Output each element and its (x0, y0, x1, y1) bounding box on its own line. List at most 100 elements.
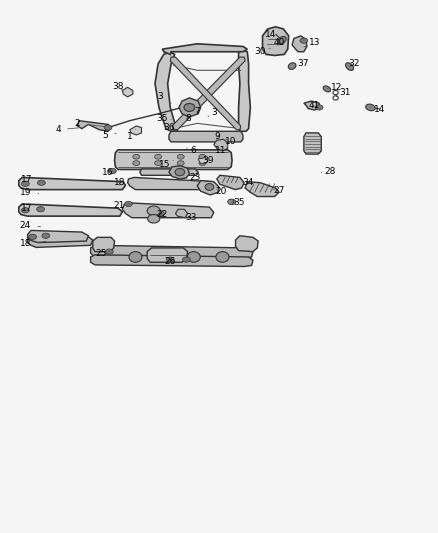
Text: 19: 19 (20, 188, 39, 197)
Polygon shape (169, 166, 189, 179)
Text: 33: 33 (185, 213, 197, 222)
Polygon shape (217, 175, 244, 190)
Text: 32: 32 (348, 60, 360, 68)
Ellipse shape (177, 155, 184, 159)
Ellipse shape (288, 63, 296, 69)
Text: 31: 31 (336, 88, 351, 97)
Polygon shape (239, 50, 251, 131)
Ellipse shape (216, 252, 229, 262)
Ellipse shape (106, 249, 113, 254)
Text: 14: 14 (371, 104, 386, 114)
Ellipse shape (346, 63, 353, 70)
Polygon shape (130, 126, 141, 135)
Ellipse shape (38, 180, 46, 185)
Text: 26: 26 (165, 257, 176, 265)
Text: 38: 38 (112, 82, 124, 91)
Text: 17: 17 (21, 174, 40, 183)
Ellipse shape (124, 201, 132, 207)
Text: 41: 41 (308, 101, 320, 110)
Ellipse shape (42, 233, 49, 238)
Text: 11: 11 (215, 147, 226, 156)
Ellipse shape (205, 183, 214, 190)
Text: 2: 2 (75, 119, 105, 128)
Polygon shape (162, 44, 247, 54)
Ellipse shape (278, 36, 286, 44)
Ellipse shape (147, 206, 160, 216)
Text: 8: 8 (186, 114, 193, 123)
Text: 18: 18 (114, 178, 126, 187)
Polygon shape (127, 177, 217, 190)
Text: 3: 3 (157, 92, 171, 103)
Ellipse shape (333, 91, 338, 95)
Text: 15: 15 (159, 160, 173, 168)
Text: 30: 30 (254, 47, 270, 56)
Ellipse shape (129, 252, 142, 262)
Ellipse shape (323, 86, 331, 92)
Ellipse shape (228, 199, 234, 205)
Polygon shape (170, 57, 241, 130)
Text: 28: 28 (321, 166, 336, 175)
Polygon shape (78, 120, 111, 131)
Ellipse shape (148, 215, 160, 223)
Text: 3: 3 (208, 108, 218, 117)
Ellipse shape (315, 105, 323, 110)
Text: 6: 6 (187, 147, 196, 156)
Ellipse shape (109, 168, 116, 174)
Text: 35: 35 (232, 198, 244, 207)
Polygon shape (197, 181, 219, 195)
Text: 22: 22 (156, 210, 167, 219)
Text: 7: 7 (194, 107, 200, 116)
Ellipse shape (155, 161, 162, 165)
Ellipse shape (104, 125, 112, 130)
Text: 4: 4 (55, 125, 79, 134)
Text: 25: 25 (95, 249, 110, 258)
Text: 13: 13 (304, 38, 321, 47)
Ellipse shape (158, 252, 171, 262)
Ellipse shape (228, 199, 236, 205)
Polygon shape (214, 139, 228, 151)
Polygon shape (262, 27, 289, 55)
Polygon shape (304, 101, 320, 110)
Text: 9: 9 (215, 132, 221, 141)
Ellipse shape (183, 257, 190, 262)
Text: 27: 27 (273, 186, 285, 195)
Text: 18: 18 (20, 239, 46, 248)
Text: 20: 20 (215, 187, 227, 196)
Ellipse shape (177, 161, 184, 165)
Text: 40: 40 (273, 38, 285, 47)
Text: 14: 14 (265, 30, 279, 39)
Text: 34: 34 (243, 178, 254, 187)
Polygon shape (179, 98, 201, 117)
Text: 23: 23 (189, 173, 201, 182)
Polygon shape (147, 248, 187, 262)
Text: 17: 17 (21, 204, 41, 213)
Polygon shape (169, 131, 243, 142)
Polygon shape (19, 177, 125, 190)
Polygon shape (304, 133, 321, 154)
Polygon shape (122, 203, 214, 217)
Ellipse shape (187, 252, 200, 262)
Text: 1: 1 (127, 130, 135, 141)
Ellipse shape (366, 104, 375, 111)
Ellipse shape (199, 161, 206, 165)
Polygon shape (19, 204, 122, 216)
Polygon shape (28, 235, 93, 247)
Text: 5: 5 (102, 131, 116, 140)
Polygon shape (155, 52, 178, 131)
Text: 36: 36 (163, 123, 175, 132)
Ellipse shape (155, 155, 162, 159)
Ellipse shape (156, 211, 164, 216)
Polygon shape (198, 158, 208, 164)
Polygon shape (172, 57, 245, 130)
Ellipse shape (333, 96, 338, 100)
Text: 24: 24 (20, 221, 41, 230)
Text: 35: 35 (157, 114, 171, 123)
Text: 37: 37 (294, 60, 308, 68)
Polygon shape (115, 150, 232, 169)
Polygon shape (292, 36, 307, 52)
Ellipse shape (300, 38, 308, 43)
Polygon shape (245, 182, 279, 197)
Polygon shape (236, 236, 258, 252)
Polygon shape (28, 230, 88, 243)
Polygon shape (122, 87, 133, 97)
